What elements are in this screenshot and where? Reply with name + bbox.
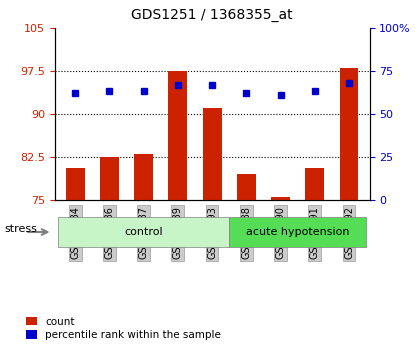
Bar xyxy=(66,168,84,200)
Bar xyxy=(271,197,290,200)
Text: stress: stress xyxy=(4,224,37,234)
Bar xyxy=(134,154,153,200)
Legend: count, percentile rank within the sample: count, percentile rank within the sample xyxy=(26,317,221,340)
Bar xyxy=(168,71,187,200)
Text: control: control xyxy=(124,227,163,237)
Bar xyxy=(305,168,324,200)
Bar xyxy=(340,68,359,200)
Bar xyxy=(203,108,221,200)
Title: GDS1251 / 1368355_at: GDS1251 / 1368355_at xyxy=(131,8,293,22)
Bar xyxy=(237,174,256,200)
Text: acute hypotension: acute hypotension xyxy=(246,227,349,237)
Bar xyxy=(100,157,119,200)
